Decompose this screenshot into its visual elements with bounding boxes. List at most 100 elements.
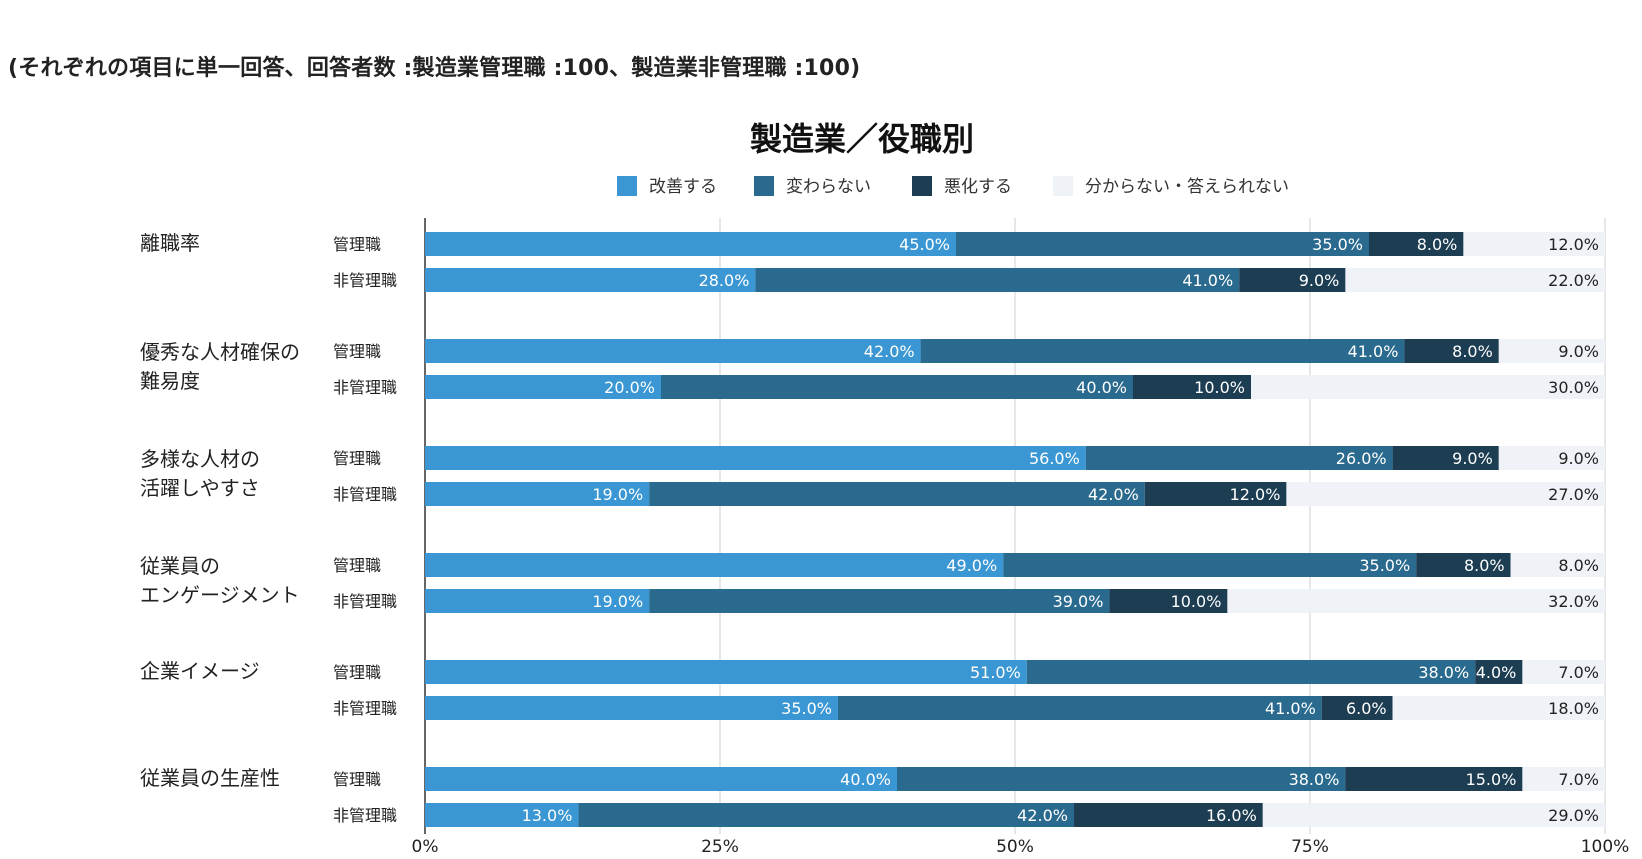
legend-item-3: 分からない・答えられない	[1053, 176, 1289, 197]
data-label: 29.0%	[1548, 806, 1599, 825]
legend-item-1: 変わらない	[754, 176, 871, 197]
bar-segment	[425, 446, 1086, 470]
group-5	[425, 767, 1605, 827]
bar-segment	[1392, 696, 1605, 720]
data-label: 7.0%	[1558, 770, 1599, 789]
legend-item-0: 改善する	[617, 176, 717, 197]
category-label: 離職率	[140, 231, 200, 255]
data-label: 8.0%	[1417, 235, 1458, 254]
bar-segment	[755, 268, 1240, 292]
category-label: 難易度	[140, 369, 200, 393]
category-label: エンゲージメント	[140, 583, 300, 607]
bar-segment	[1416, 553, 1511, 577]
bar-segment	[1510, 553, 1605, 577]
data-label: 39.0%	[1053, 592, 1104, 611]
data-label: 9.0%	[1452, 449, 1493, 468]
bar-row-label: 非管理職	[333, 271, 397, 290]
data-label: 8.0%	[1464, 556, 1505, 575]
bar-segment	[1026, 660, 1476, 684]
bar-segment	[1085, 446, 1393, 470]
bar-segment	[1239, 268, 1346, 292]
bar-segment	[920, 339, 1405, 363]
bar-segment	[1345, 767, 1523, 791]
data-label: 51.0%	[970, 663, 1021, 682]
bar-segment	[425, 767, 897, 791]
category-label: 従業員の	[140, 554, 220, 578]
legend-swatch	[617, 176, 637, 196]
data-label: 8.0%	[1558, 556, 1599, 575]
data-label: 12.0%	[1548, 235, 1599, 254]
bar-segment	[1392, 446, 1499, 470]
group-4	[425, 660, 1605, 720]
data-label: 6.0%	[1346, 699, 1387, 718]
x-tick-label: 75%	[1291, 837, 1329, 857]
data-label: 56.0%	[1029, 449, 1080, 468]
legend-label: 悪化する	[944, 177, 1012, 197]
data-label: 42.0%	[1017, 806, 1068, 825]
category-label: 企業イメージ	[140, 659, 260, 683]
legend-label: 分からない・答えられない	[1085, 177, 1289, 197]
bar-row-label: 管理職	[333, 235, 381, 254]
data-label: 15.0%	[1466, 770, 1517, 789]
bar-segment	[1003, 553, 1417, 577]
data-label: 22.0%	[1548, 271, 1599, 290]
data-label: 40.0%	[1076, 378, 1127, 397]
data-label: 45.0%	[899, 235, 950, 254]
data-label: 38.0%	[1289, 770, 1340, 789]
x-tick-label: 25%	[701, 837, 739, 857]
bar-row-label: 管理職	[333, 770, 381, 789]
data-label: 28.0%	[699, 271, 750, 290]
bar-segment	[1227, 589, 1605, 613]
data-label: 35.0%	[781, 699, 832, 718]
data-label: 49.0%	[946, 556, 997, 575]
data-label: 16.0%	[1206, 806, 1257, 825]
bar-segment	[1109, 589, 1228, 613]
bar-row-label: 管理職	[333, 663, 381, 682]
data-label: 41.0%	[1182, 271, 1233, 290]
legend-item-2: 悪化する	[912, 176, 1012, 197]
legend-swatch	[1053, 176, 1073, 196]
legend-swatch	[754, 176, 774, 196]
labels: 0% 25% 50% 75% 100%離職率 管理職 45.0% 35.0% 8.0% 12.0%…	[140, 231, 1629, 857]
data-label: 30.0%	[1548, 378, 1599, 397]
group-0	[425, 232, 1605, 292]
data-label: 13.0%	[522, 806, 573, 825]
data-label: 10.0%	[1194, 378, 1245, 397]
data-label: 9.0%	[1299, 271, 1340, 290]
bar-row-label: 非管理職	[333, 806, 397, 825]
bar-segment	[578, 803, 1074, 827]
data-label: 9.0%	[1558, 449, 1599, 468]
data-label: 9.0%	[1558, 342, 1599, 361]
bar-segment	[1286, 482, 1605, 506]
bar-segment	[1522, 767, 1605, 791]
bar-segment	[1522, 660, 1605, 684]
category-label: 優秀な人材確保の	[140, 340, 300, 364]
bar-segment	[425, 803, 579, 827]
bar-segment	[425, 696, 838, 720]
data-label: 4.0%	[1476, 663, 1517, 682]
category-label: 多様な人材の	[140, 447, 260, 471]
x-tick-label: 100%	[1581, 837, 1630, 857]
data-label: 40.0%	[840, 770, 891, 789]
bar-row-label: 管理職	[333, 342, 381, 361]
category-label: 従業員の生産性	[140, 766, 280, 790]
bar-segment	[1321, 696, 1393, 720]
bar-segment	[1262, 803, 1605, 827]
data-label: 38.0%	[1418, 663, 1469, 682]
bar-segment	[425, 589, 650, 613]
data-label: 19.0%	[592, 485, 643, 504]
bar-segment	[956, 232, 1369, 256]
data-label: 27.0%	[1548, 485, 1599, 504]
bars	[425, 232, 1605, 827]
bar-segment	[1345, 268, 1605, 292]
category-label: 活躍しやすさ	[140, 476, 260, 500]
gridlines	[424, 218, 1606, 834]
bar-segment	[1251, 375, 1605, 399]
x-tick-label: 0%	[412, 837, 439, 857]
bar-row-label: 非管理職	[333, 699, 397, 718]
bar-segment	[897, 767, 1346, 791]
bar-segment	[649, 482, 1145, 506]
group-2	[425, 446, 1605, 506]
bar-segment	[661, 375, 1133, 399]
